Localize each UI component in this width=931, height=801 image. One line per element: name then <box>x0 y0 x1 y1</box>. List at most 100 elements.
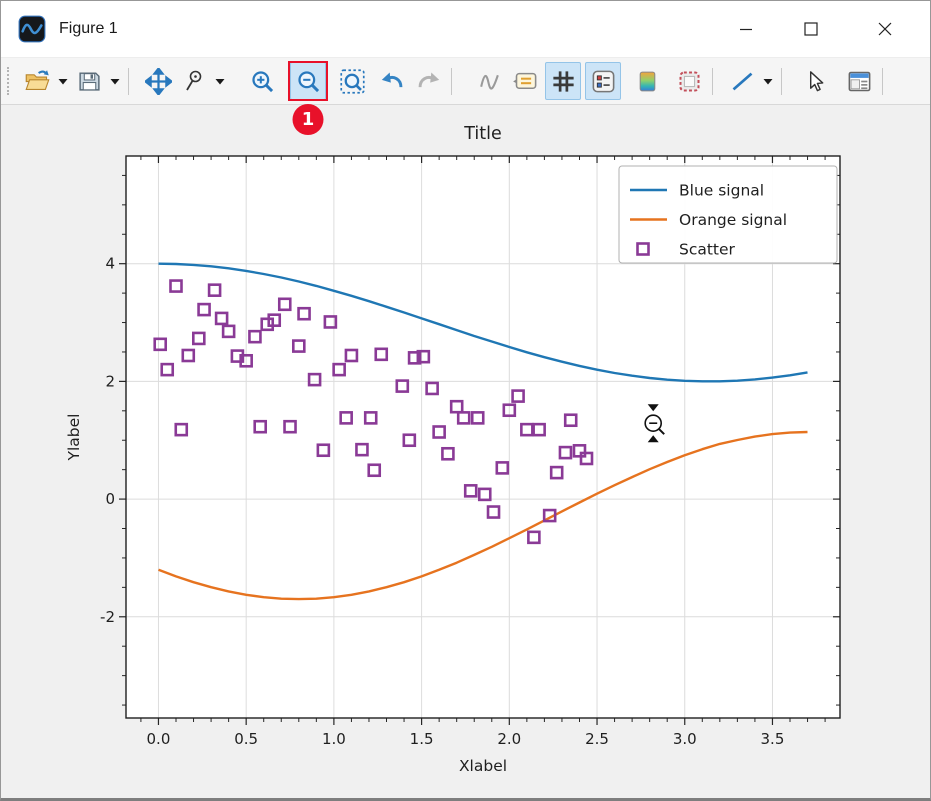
y-tick-label: 4 <box>105 255 115 273</box>
scatter-point <box>181 348 196 363</box>
window-title: Figure 1 <box>59 20 118 37</box>
pan-icon <box>144 67 172 95</box>
x-tick-label: 2.5 <box>585 730 609 748</box>
scatter-point <box>277 297 292 312</box>
axes-spines <box>125 155 841 719</box>
y-axis-label: Ylabel <box>65 414 83 462</box>
scatter-point <box>160 362 175 377</box>
x-tick-label: 2.0 <box>497 730 521 748</box>
scatter-point <box>323 315 338 329</box>
cursor-arrow-down <box>647 404 659 412</box>
scatter-point <box>432 425 446 439</box>
redo-button[interactable] <box>410 62 446 100</box>
line-style-dropdown[interactable] <box>760 62 776 100</box>
open-figure-button[interactable] <box>19 62 55 100</box>
legend-icon <box>590 68 617 95</box>
scatter-point <box>579 451 594 466</box>
chart-title: Title <box>463 124 502 144</box>
zoom-out-button[interactable]: 1 <box>288 61 328 135</box>
save-figure-dropdown[interactable] <box>107 62 123 100</box>
scatter-point <box>542 508 557 523</box>
figure-options-button[interactable] <box>841 62 877 100</box>
maximize-icon <box>804 22 818 36</box>
scatter-point <box>253 419 268 434</box>
toolbar-separator <box>451 67 452 95</box>
grid-icon <box>550 68 577 95</box>
chevron-down-icon <box>763 72 773 90</box>
zoom-in-button[interactable] <box>244 62 280 100</box>
legend-toggle-button[interactable] <box>585 62 621 100</box>
legend-box <box>618 165 838 264</box>
line-icon <box>729 68 756 95</box>
orange-signal-curve <box>158 430 808 601</box>
scatter-point <box>511 389 525 403</box>
scatter-point <box>260 317 275 332</box>
scatter-point <box>267 313 282 327</box>
blue-signal-curve <box>158 262 808 383</box>
colormap-button[interactable] <box>629 62 665 100</box>
zoom-in-icon <box>249 68 276 95</box>
scatter-point <box>407 351 422 365</box>
window-titlebar: Figure 1 <box>1 1 930 58</box>
scatter-point <box>395 379 410 393</box>
cursor-magnifier <box>644 414 663 433</box>
scatter-point <box>153 337 168 352</box>
pan-button[interactable] <box>140 62 176 100</box>
scatter-point <box>558 445 573 460</box>
save-figure-button[interactable] <box>71 62 107 100</box>
toolbar-separator <box>128 67 129 95</box>
zoom-rect-icon <box>182 69 206 93</box>
zoom-out-cursor <box>644 404 665 443</box>
annotation-tool-button[interactable] <box>507 62 543 100</box>
scatter-point <box>495 461 510 475</box>
scatter-point <box>502 403 517 418</box>
scatter-point <box>527 530 541 545</box>
panel-icon <box>846 68 873 95</box>
x-tick-label: 0.5 <box>234 730 258 748</box>
scatter-point <box>291 339 306 353</box>
curve-tool-button[interactable] <box>471 62 507 100</box>
scatter-point <box>532 422 546 437</box>
x-tick-label: 1.0 <box>322 730 346 748</box>
zoom-out-icon <box>295 68 322 95</box>
zoom-tool-dropdown[interactable] <box>212 62 228 100</box>
scatter-point <box>207 283 222 297</box>
x-tick-label: 3.5 <box>761 730 785 748</box>
annotation-step-badge: 1 <box>292 104 324 135</box>
zoom-fit-button[interactable] <box>334 62 370 100</box>
save-icon <box>77 69 102 94</box>
line-style-button[interactable] <box>724 62 760 100</box>
scatter-point <box>363 411 378 425</box>
zoom-tool-button[interactable] <box>176 62 212 100</box>
cursor-handle <box>658 428 665 435</box>
undo-button[interactable] <box>374 62 410 100</box>
select-pointer-button[interactable] <box>797 62 833 100</box>
scatter-point <box>248 329 262 344</box>
folder-open-icon <box>24 68 51 95</box>
app-logo-icon <box>18 15 46 43</box>
grid-toggle-button[interactable] <box>545 62 581 100</box>
legend-marker-sample <box>636 242 650 256</box>
y-tick-label: 0 <box>105 490 115 508</box>
minimize-button[interactable] <box>723 9 769 49</box>
cursor-arrow-up <box>647 435 659 443</box>
scatter-point <box>344 348 359 363</box>
legend-entry-label: Orange signal <box>679 211 787 229</box>
toolbar: 1 <box>1 58 930 135</box>
pointer-icon <box>804 70 827 93</box>
scatter-point <box>221 324 236 339</box>
figure-canvas[interactable]: 0.0 0.5 1.0 1.5 2.0 2.5 3.0 3.5 -2 0 2 4 Title Xlabel… <box>1 105 931 801</box>
scatter-point <box>174 422 189 437</box>
scatter-point <box>402 433 417 448</box>
chevron-down-icon <box>58 72 68 90</box>
maximize-button[interactable] <box>788 9 834 49</box>
close-button[interactable] <box>862 9 908 49</box>
frame-style-button[interactable] <box>671 62 707 100</box>
legend-entry-label: Blue signal <box>679 182 764 200</box>
frame-icon <box>676 68 703 95</box>
scatter-point <box>416 349 431 364</box>
curve-icon <box>477 69 502 94</box>
figure-canvas-area: 0.0 0.5 1.0 1.5 2.0 2.5 3.0 3.5 -2 0 2 4 Title Xlabel… <box>1 105 931 801</box>
open-figure-dropdown[interactable] <box>55 62 71 100</box>
